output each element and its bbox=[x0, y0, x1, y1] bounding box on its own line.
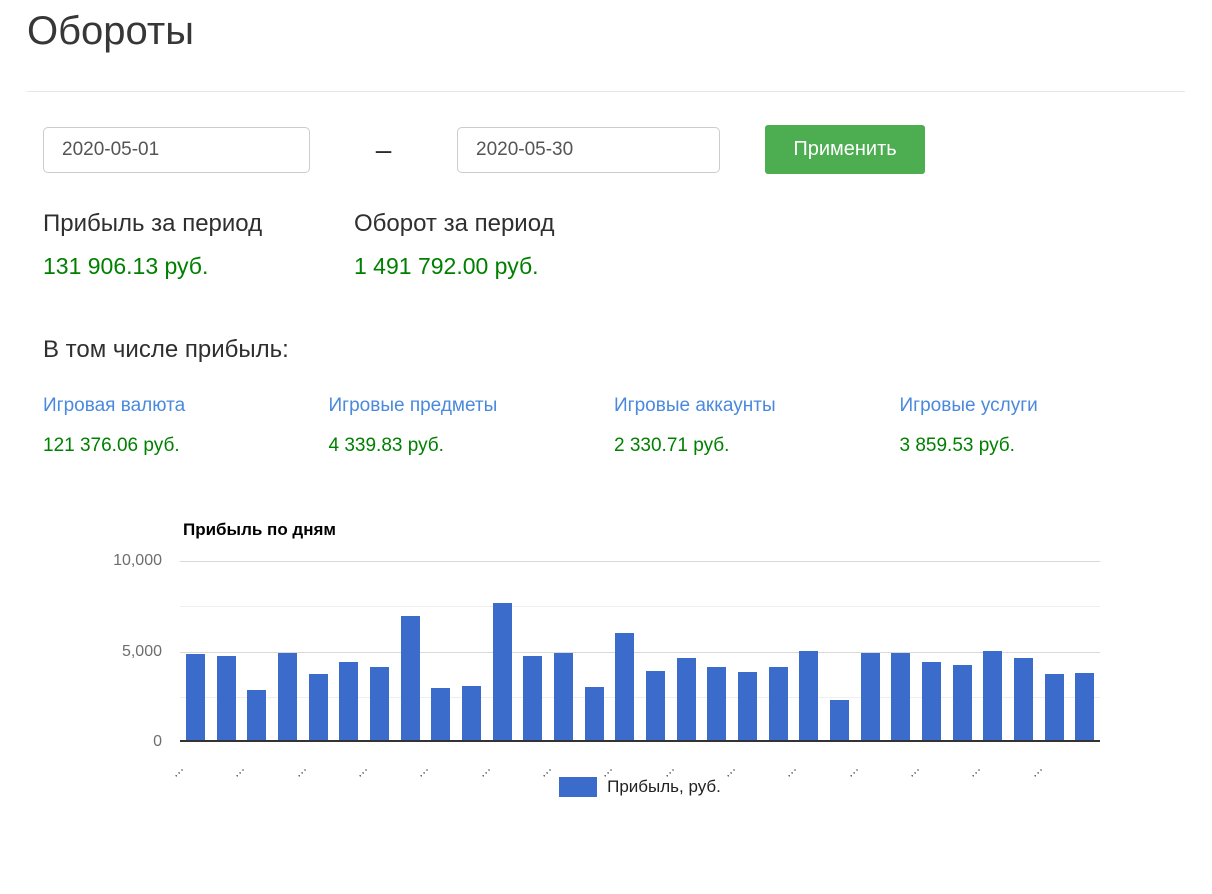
x-axis-tick-label: … bbox=[779, 759, 801, 781]
apply-button[interactable]: Применить bbox=[765, 125, 925, 174]
legend-label: Прибыль, руб. bbox=[607, 777, 721, 796]
chart-bar bbox=[492, 603, 512, 740]
minor-gridline bbox=[180, 696, 1100, 698]
chart-legend: Прибыль, руб. bbox=[180, 777, 1100, 797]
major-gridline bbox=[180, 651, 1100, 653]
date-to-input[interactable] bbox=[457, 126, 720, 173]
chart-bar bbox=[339, 662, 359, 740]
category-link-game-items[interactable]: Игровые предметы bbox=[328, 395, 498, 416]
chart-bar bbox=[523, 655, 543, 740]
x-axis-tick-label: … bbox=[166, 759, 188, 781]
chart-bar bbox=[308, 673, 328, 740]
turnover-period-label: Оборот за период bbox=[354, 210, 555, 237]
x-axis-tick-label: … bbox=[473, 759, 494, 781]
chart-bar bbox=[369, 666, 389, 740]
category-game-accounts: Игровые аккаунты 2 330.71 руб. bbox=[614, 395, 900, 457]
chart-title: Прибыль по дням bbox=[183, 520, 336, 539]
chart-bar bbox=[185, 654, 205, 740]
minor-gridline bbox=[180, 606, 1100, 608]
category-game-currency: Игровая валюта 121 376.06 руб. bbox=[43, 395, 329, 457]
category-value-game-items: 4 339.83 руб. bbox=[328, 435, 444, 456]
category-value-game-services: 3 859.53 руб. bbox=[899, 435, 1015, 456]
breakdown-title: В том числе прибыль: bbox=[43, 336, 289, 363]
x-axis-tick-label: … bbox=[1025, 759, 1046, 781]
chart-bar bbox=[891, 653, 911, 740]
chart-bar bbox=[983, 651, 1003, 740]
legend-swatch bbox=[559, 777, 598, 797]
chart-bar bbox=[1044, 673, 1064, 740]
chart-bar bbox=[829, 700, 849, 740]
chart-bar bbox=[461, 685, 481, 740]
chart-bar bbox=[737, 672, 757, 740]
chart-bar bbox=[247, 690, 267, 740]
x-axis-tick-label: … bbox=[902, 759, 924, 781]
chart-bar bbox=[553, 653, 573, 740]
x-axis-tick-label: … bbox=[289, 759, 310, 781]
profit-period-block: Прибыль за период 131 906.13 руб. bbox=[43, 210, 354, 280]
y-axis-label: 5,000 bbox=[121, 642, 162, 660]
page-title: Обороты bbox=[27, 9, 194, 53]
breakdown-row: Игровая валюта 121 376.06 руб. Игровые п… bbox=[43, 395, 1185, 457]
chart-bar bbox=[860, 653, 880, 740]
category-game-items: Игровые предметы 4 339.83 руб. bbox=[329, 395, 615, 457]
chart-bar bbox=[431, 688, 451, 740]
date-filter-row: – Применить bbox=[43, 125, 1185, 174]
summary-row: Прибыль за период 131 906.13 руб. Оборот… bbox=[43, 210, 1185, 280]
x-axis-tick-label: … bbox=[963, 759, 985, 781]
x-axis-tick-label: … bbox=[595, 759, 617, 781]
x-axis-tick-label: … bbox=[841, 759, 862, 781]
profit-period-label: Прибыль за период bbox=[43, 210, 263, 237]
category-value-game-currency: 121 376.06 руб. bbox=[43, 435, 180, 456]
chart-bar bbox=[645, 671, 665, 740]
profit-period-value: 131 906.13 руб. bbox=[43, 253, 209, 279]
x-axis-tick-label: … bbox=[227, 759, 249, 781]
chart-bar bbox=[615, 633, 635, 740]
x-axis-tick-label: … bbox=[411, 759, 433, 781]
category-link-game-accounts[interactable]: Игровые аккаунты bbox=[614, 395, 776, 416]
turnover-period-block: Оборот за период 1 491 792.00 руб. bbox=[354, 210, 665, 280]
profit-by-day-chart: Прибыль по дням 10,000 5,000 0………………………………… bbox=[43, 520, 1185, 797]
chart-bar bbox=[676, 657, 696, 740]
chart-bar bbox=[584, 686, 604, 740]
turnover-period-value: 1 491 792.00 руб. bbox=[354, 253, 539, 279]
category-value-game-accounts: 2 330.71 руб. bbox=[614, 435, 730, 456]
category-link-game-services[interactable]: Игровые услуги bbox=[899, 395, 1038, 416]
chart-bar bbox=[768, 666, 788, 740]
date-range-separator: – bbox=[375, 133, 392, 165]
divider bbox=[27, 91, 1185, 92]
chart-bar bbox=[1013, 657, 1033, 740]
chart-bar bbox=[707, 666, 727, 740]
category-link-game-currency[interactable]: Игровая валюта bbox=[43, 395, 186, 416]
x-axis-tick-label: … bbox=[350, 759, 372, 781]
chart-bar bbox=[400, 616, 420, 740]
chart-bar bbox=[1075, 673, 1095, 740]
major-gridline bbox=[180, 561, 1100, 562]
x-axis-tick-label: … bbox=[718, 759, 740, 781]
chart-bar bbox=[921, 662, 941, 740]
x-axis-tick-label: … bbox=[657, 759, 678, 781]
x-axis-tick-label: … bbox=[534, 759, 556, 781]
y-axis-label: 0 bbox=[153, 733, 162, 750]
chart-bar bbox=[952, 664, 972, 740]
category-game-services: Игровые услуги 3 859.53 руб. bbox=[900, 395, 1186, 457]
chart-bar bbox=[277, 653, 297, 740]
chart-bar bbox=[799, 651, 819, 740]
chart-plot: 10,000 5,000 0……………………………………… bbox=[113, 552, 1100, 780]
page: Обороты – Применить Прибыль за период 13… bbox=[0, 6, 1212, 797]
y-axis-label: 10,000 bbox=[113, 552, 162, 569]
date-from-input[interactable] bbox=[43, 126, 310, 173]
chart-bar bbox=[216, 655, 236, 740]
